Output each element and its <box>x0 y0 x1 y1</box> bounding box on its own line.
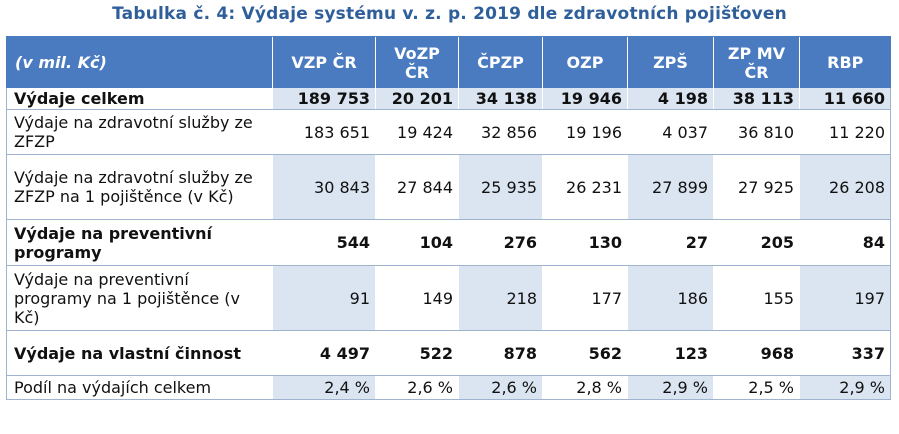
table-cell: 27 <box>627 219 714 266</box>
table-cell: 522 <box>375 330 459 376</box>
table-cell: 11 660 <box>799 88 891 110</box>
table-cell: 27 844 <box>375 154 459 220</box>
table-cell: 26 208 <box>799 154 891 220</box>
table-cell: 155 <box>713 265 800 331</box>
table-cell: 26 231 <box>542 154 628 220</box>
table-cell: 27 925 <box>713 154 800 220</box>
table-row: Výdaje na preventivní programy 544 104 2… <box>6 219 891 266</box>
table-cell: 2,9 % <box>799 375 891 400</box>
table-cell: 25 935 <box>458 154 543 220</box>
table-cell: 19 196 <box>542 109 628 155</box>
table-cell: 183 651 <box>272 109 376 155</box>
table-cell: 189 753 <box>272 88 376 110</box>
table-cell: 36 810 <box>713 109 800 155</box>
row-label: Výdaje na preventivní programy na 1 poji… <box>6 265 273 331</box>
table-cell: 2,4 % <box>272 375 376 400</box>
row-label: Výdaje na vlastní činnost <box>6 330 273 376</box>
table-cell: 123 <box>627 330 714 376</box>
column-header-cpzp: ČPZP <box>458 36 543 88</box>
table-cell: 84 <box>799 219 891 266</box>
table-cell: 4 198 <box>627 88 714 110</box>
table-cell: 2,6 % <box>375 375 459 400</box>
table-cell: 2,5 % <box>713 375 800 400</box>
table-cell: 27 899 <box>627 154 714 220</box>
column-header-vozp: VoZP ČR <box>375 36 459 88</box>
table-row: Výdaje na preventivní programy na 1 poji… <box>6 265 891 331</box>
expenditure-table-container: (v mil. Kč) VZP ČR VoZP ČR ČPZP OZP ZPŠ … <box>6 36 891 400</box>
table-cell: 177 <box>542 265 628 331</box>
table-cell: 878 <box>458 330 543 376</box>
table-cell: 337 <box>799 330 891 376</box>
table-cell: 19 946 <box>542 88 628 110</box>
table-cell: 2,6 % <box>458 375 543 400</box>
table-cell: 205 <box>713 219 800 266</box>
table-cell: 91 <box>272 265 376 331</box>
table-cell: 2,8 % <box>542 375 628 400</box>
table-cell: 19 424 <box>375 109 459 155</box>
table-row: Výdaje na zdravotní služby ze ZFZP 183 6… <box>6 109 891 155</box>
row-label: Výdaje na zdravotní služby ze ZFZP <box>6 109 273 155</box>
table-title: Tabulka č. 4: Výdaje systému v. z. p. 20… <box>112 4 787 24</box>
table-row: Výdaje na vlastní činnost 4 497 522 878 … <box>6 330 891 376</box>
table-cell: 4 037 <box>627 109 714 155</box>
row-label: Výdaje na zdravotní služby ze ZFZP na 1 … <box>6 154 273 220</box>
header-row: (v mil. Kč) VZP ČR VoZP ČR ČPZP OZP ZPŠ … <box>6 36 891 88</box>
column-header-rbp: RBP <box>799 36 891 88</box>
unit-header: (v mil. Kč) <box>6 36 273 88</box>
column-header-ozp: OZP <box>542 36 628 88</box>
table-cell: 32 856 <box>458 109 543 155</box>
table-row: Podíl na výdajích celkem 2,4 % 2,6 % 2,6… <box>6 375 891 400</box>
expenditure-table: (v mil. Kč) VZP ČR VoZP ČR ČPZP OZP ZPŠ … <box>6 36 891 400</box>
column-header-zpmv: ZP MV ČR <box>713 36 800 88</box>
table-cell: 104 <box>375 219 459 266</box>
table-row: Výdaje na zdravotní služby ze ZFZP na 1 … <box>6 154 891 220</box>
row-label: Výdaje na preventivní programy <box>6 219 273 266</box>
table-cell: 197 <box>799 265 891 331</box>
row-label: Podíl na výdajích celkem <box>6 375 273 400</box>
table-row: Výdaje celkem 189 753 20 201 34 138 19 9… <box>6 88 891 110</box>
table-cell: 218 <box>458 265 543 331</box>
table-cell: 4 497 <box>272 330 376 376</box>
table-cell: 149 <box>375 265 459 331</box>
table-cell: 11 220 <box>799 109 891 155</box>
table-cell: 186 <box>627 265 714 331</box>
table-cell: 562 <box>542 330 628 376</box>
table-cell: 544 <box>272 219 376 266</box>
column-header-zps: ZPŠ <box>627 36 714 88</box>
row-label: Výdaje celkem <box>6 88 273 110</box>
table-cell: 34 138 <box>458 88 543 110</box>
table-cell: 20 201 <box>375 88 459 110</box>
table-cell: 130 <box>542 219 628 266</box>
column-header-vzp: VZP ČR <box>272 36 376 88</box>
table-cell: 2,9 % <box>627 375 714 400</box>
table-cell: 30 843 <box>272 154 376 220</box>
table-cell: 38 113 <box>713 88 800 110</box>
table-cell: 968 <box>713 330 800 376</box>
table-cell: 276 <box>458 219 543 266</box>
